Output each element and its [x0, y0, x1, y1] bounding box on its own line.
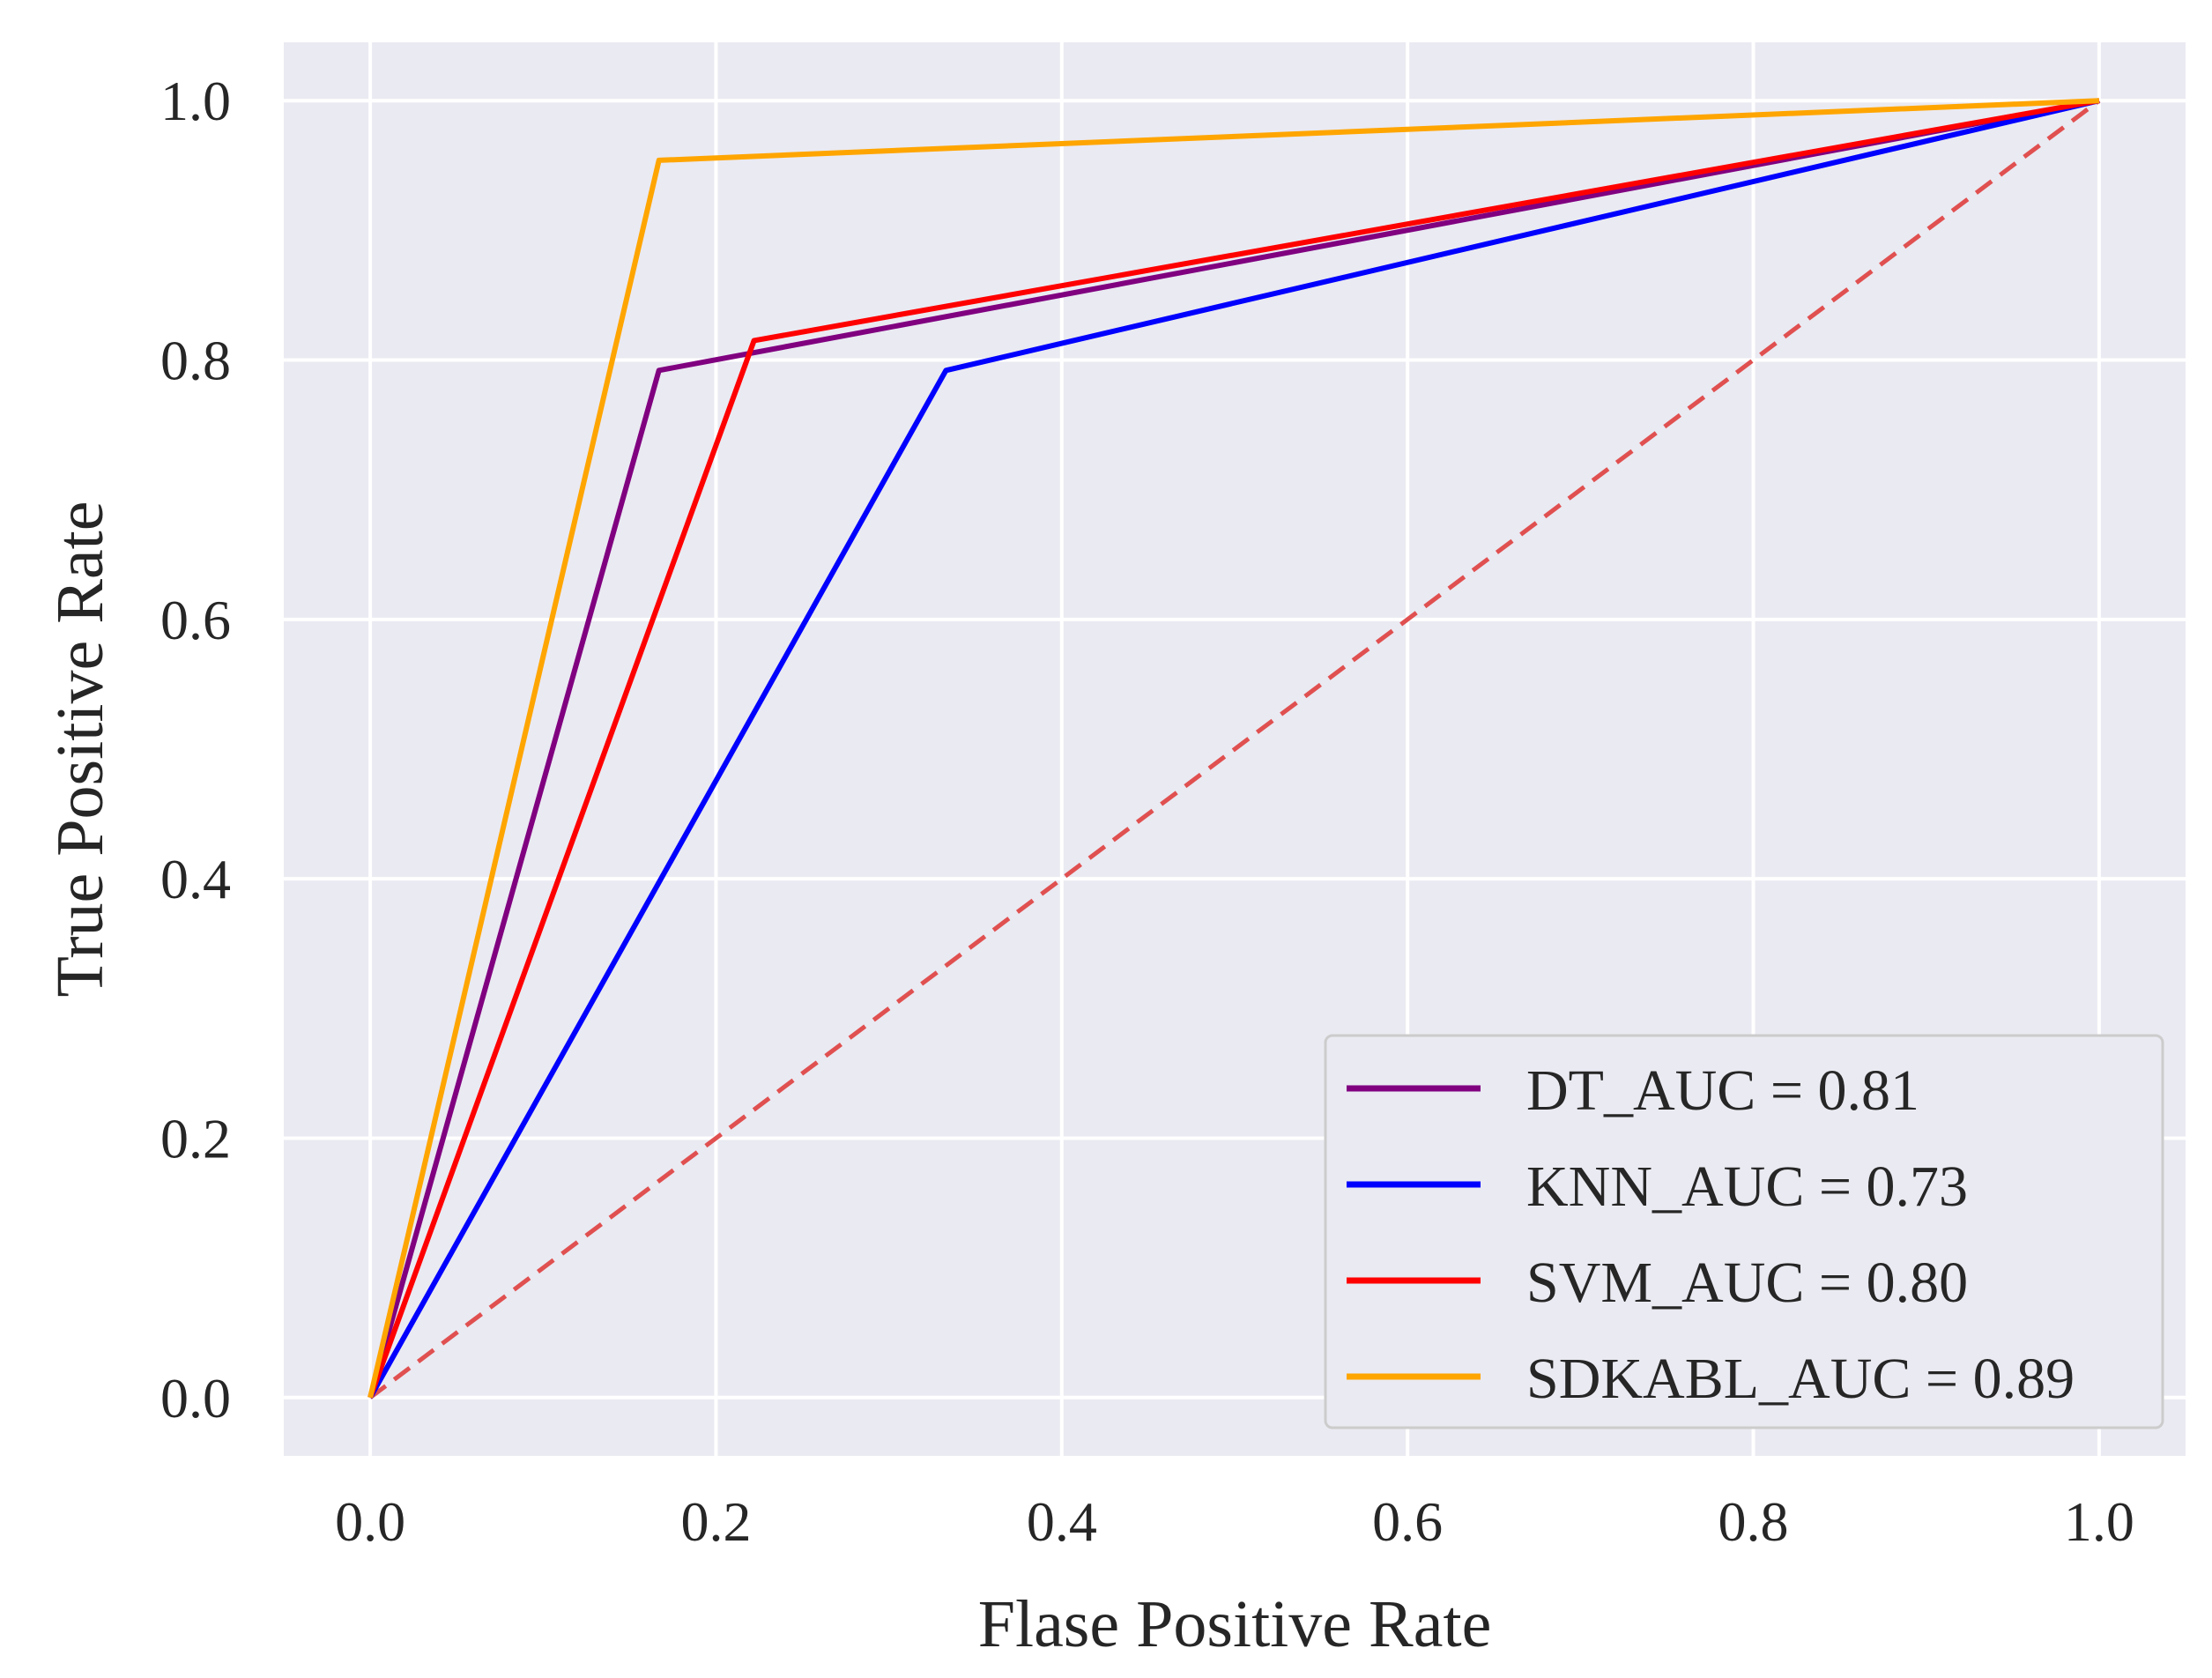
y-tick-label: 0.4	[160, 848, 231, 910]
y-tick-label: 0.8	[160, 330, 231, 392]
x-tick-label: 0.6	[1372, 1490, 1443, 1553]
y-axis-title: True Positive Rate	[43, 501, 117, 998]
roc-line-1	[367, 98, 2100, 1400]
grid-lines	[284, 42, 2186, 1456]
x-tick-label: 0.2	[680, 1490, 751, 1553]
x-axis: 0.0 0.2 0.4 0.6 0.8 1.0	[335, 1490, 2134, 1553]
y-axis: 0.0 0.2 0.4 0.6 0.8 1.0	[160, 70, 231, 1429]
chance-line	[368, 99, 2101, 1400]
legend-label: DT_AUC = 0.81	[1526, 1058, 1919, 1123]
y-tick-label: 0.6	[160, 589, 231, 651]
x-tick-label: 0.8	[1718, 1490, 1789, 1553]
legend-label: SDKABL_AUC = 0.89	[1526, 1347, 2075, 1411]
series-layer	[367, 98, 2101, 1400]
x-tick-label: 1.0	[2064, 1490, 2134, 1553]
y-tick-label: 1.0	[160, 70, 231, 132]
roc-line-3	[367, 98, 2100, 1399]
roc-line-2	[367, 98, 2100, 1399]
y-tick-label: 0.2	[160, 1107, 231, 1169]
legend-frame	[1324, 1034, 2164, 1429]
legend: DT_AUC = 0.81 KNN_AUC = 0.73 SVM_AUC = 0.8…	[1324, 1034, 2164, 1429]
x-tick-label: 0.0	[335, 1490, 405, 1553]
legend-label: KNN_AUC = 0.73	[1526, 1155, 1968, 1219]
y-tick-label: 0.0	[160, 1367, 231, 1429]
legend-label: SVM_AUC = 0.80	[1526, 1251, 1968, 1315]
roc-line-0	[367, 98, 2100, 1399]
x-tick-label: 0.4	[1027, 1490, 1097, 1553]
x-axis-title: Flase Positive Rate	[978, 1587, 1492, 1661]
